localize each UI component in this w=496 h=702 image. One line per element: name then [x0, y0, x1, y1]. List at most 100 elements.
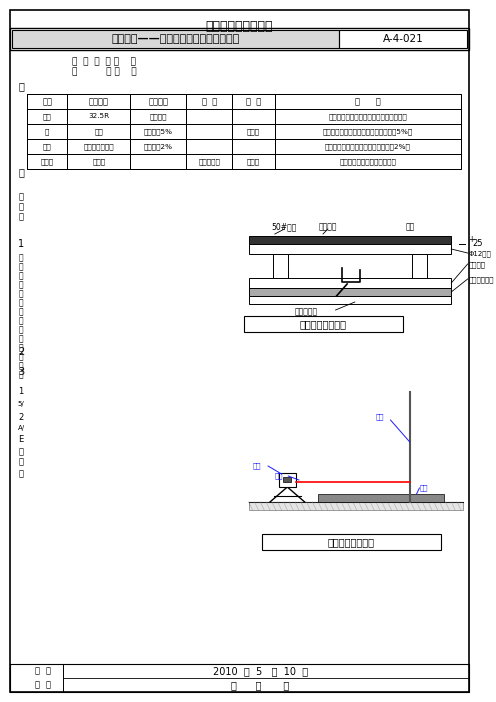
Bar: [186, 109, 232, 124]
Text: 注: 注: [19, 334, 23, 343]
Bar: [67, 109, 130, 124]
Text: E: E: [18, 435, 24, 444]
Text: +: +: [469, 235, 475, 244]
Text: 5/: 5/: [18, 401, 25, 407]
Bar: [232, 94, 275, 109]
Bar: [186, 154, 232, 169]
Text: A-4-021: A-4-021: [383, 34, 424, 44]
Text: 出: 出: [19, 470, 24, 479]
Bar: [11, 30, 339, 48]
Bar: [262, 534, 440, 550]
Text: 制: 制: [34, 666, 39, 675]
Bar: [9, 28, 469, 50]
Bar: [249, 296, 451, 304]
Text: 金刚砂: 金刚砂: [41, 158, 54, 165]
Bar: [232, 154, 275, 169]
Bar: [186, 124, 232, 139]
Text: 厂  家: 厂 家: [201, 97, 217, 106]
Text: 2: 2: [18, 347, 24, 357]
Text: 测点: 测点: [376, 413, 384, 420]
Text: 版: 版: [46, 666, 51, 675]
Text: 中砂: 中砂: [94, 128, 103, 135]
Text: 装: 装: [19, 202, 24, 211]
Bar: [249, 288, 451, 296]
Text: 坚硬、级配良好，含泥量必须小于（2%）: 坚硬、级配良好，含泥量必须小于（2%）: [325, 143, 411, 150]
Text: 技术指标: 技术指标: [148, 97, 168, 106]
Text: 面: 面: [19, 213, 24, 222]
Text: 备: 备: [19, 343, 23, 352]
Text: 25: 25: [473, 239, 483, 249]
Circle shape: [430, 246, 434, 251]
Circle shape: [372, 281, 376, 286]
Bar: [67, 139, 130, 154]
Bar: [27, 124, 461, 139]
Text: 测点: 测点: [420, 484, 428, 491]
Text: 垫层砼成板板: 垫层砼成板板: [469, 277, 494, 284]
Bar: [275, 139, 461, 154]
Text: 一: 一: [18, 167, 24, 177]
Bar: [27, 124, 67, 139]
Text: 含泥量必须符合行符合相关规范要求（5%）: 含泥量必须符合行符合相关规范要求（5%）: [323, 128, 413, 135]
Text: 零: 零: [19, 192, 24, 201]
Text: 项目: 项目: [42, 97, 52, 106]
Text: 持: 持: [19, 326, 23, 334]
Text: 间: 间: [19, 298, 23, 307]
Bar: [130, 124, 186, 139]
Text: 含泥量（5%: 含泥量（5%: [144, 128, 173, 135]
Bar: [27, 154, 67, 169]
Text: 石子: 石子: [43, 143, 52, 150]
Text: 坚硬、级配良好: 坚硬、级配良好: [83, 143, 114, 150]
Text: 水泥: 水泥: [43, 113, 52, 120]
Text: 1: 1: [18, 239, 24, 249]
Bar: [27, 154, 461, 169]
Text: 按设计: 按设计: [247, 128, 260, 135]
Text: 年      月       日: 年 月 日: [231, 680, 290, 690]
Text: 西卡、广合: 西卡、广合: [198, 158, 220, 165]
Text: 地板钢筋: 地板钢筋: [469, 262, 486, 268]
Text: 地面工事——一次性成型金钢砂耐磨地面: 地面工事——一次性成型金钢砂耐磨地面: [112, 34, 240, 44]
Bar: [273, 254, 288, 286]
Bar: [249, 502, 463, 510]
Bar: [249, 236, 451, 244]
Circle shape: [258, 246, 263, 251]
Bar: [130, 139, 186, 154]
Bar: [275, 154, 461, 169]
Bar: [279, 473, 296, 487]
Bar: [67, 94, 130, 109]
Text: 按设计: 按设计: [247, 158, 260, 165]
Text: 适  用  范  围 ：    一: 适 用 范 围 ： 一: [72, 58, 136, 67]
Bar: [67, 154, 130, 169]
Bar: [244, 316, 403, 332]
Text: 定: 定: [46, 680, 51, 689]
Text: 1: 1: [18, 388, 24, 397]
Bar: [186, 94, 232, 109]
Text: 装饰工事施工要领书: 装饰工事施工要领书: [205, 20, 273, 34]
Text: 混凝土平整度控制: 混凝土平整度控制: [328, 537, 375, 547]
Text: 格: 格: [19, 253, 23, 263]
Bar: [249, 278, 451, 288]
Text: 特          点 ：    业: 特 点 ： 业: [72, 67, 137, 77]
Bar: [412, 254, 427, 286]
Bar: [9, 664, 469, 692]
Circle shape: [430, 281, 434, 286]
Text: Φ12螺栓: Φ12螺栓: [469, 251, 492, 258]
Text: 砂: 砂: [45, 128, 50, 135]
Text: 含泥量（2%: 含泥量（2%: [144, 143, 173, 150]
Bar: [232, 109, 275, 124]
Text: 一: 一: [18, 81, 24, 91]
Bar: [275, 109, 461, 124]
Bar: [27, 109, 67, 124]
Bar: [27, 94, 461, 109]
Text: 测点: 测点: [275, 472, 283, 479]
Text: 流筒: 流筒: [405, 223, 415, 232]
Text: 检测合格: 检测合格: [149, 113, 167, 120]
Text: 按设计: 按设计: [92, 158, 105, 165]
Circle shape: [277, 251, 284, 259]
Bar: [27, 109, 461, 124]
Circle shape: [416, 251, 423, 259]
Bar: [275, 94, 461, 109]
Text: 支撑吊架: 支撑吊架: [318, 223, 337, 232]
Bar: [186, 139, 232, 154]
Text: 测点: 测点: [252, 463, 261, 470]
Bar: [27, 94, 67, 109]
